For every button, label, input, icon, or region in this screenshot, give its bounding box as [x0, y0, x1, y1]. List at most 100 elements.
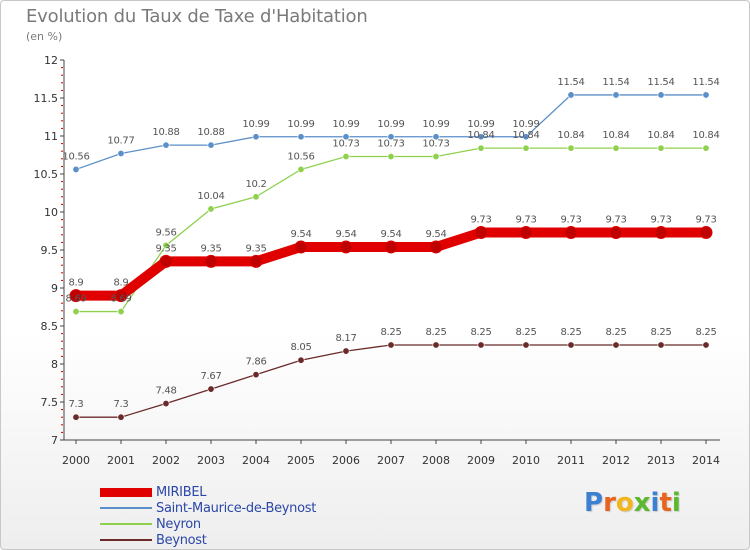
- legend-swatch: [100, 507, 152, 509]
- data-label: 8.25: [380, 327, 401, 338]
- data-point: [567, 91, 575, 99]
- data-label: 10.88: [197, 127, 224, 138]
- data-label: 9.35: [245, 243, 266, 254]
- data-point: [699, 226, 713, 240]
- legend-swatch: [100, 523, 152, 525]
- legend-label: Saint-Maurice-de-Beynost: [156, 500, 317, 516]
- x-tick-label: 2014: [692, 454, 720, 467]
- data-point: [657, 341, 665, 349]
- data-point: [702, 144, 710, 152]
- y-tick-label: 10.5: [34, 168, 59, 181]
- data-point: [204, 254, 218, 268]
- data-point: [249, 254, 263, 268]
- data-label: 10.99: [242, 119, 269, 130]
- data-label: 7.48: [155, 386, 176, 397]
- data-label: 10.99: [512, 119, 539, 130]
- data-point: [252, 193, 260, 201]
- x-tick-label: 2001: [107, 454, 135, 467]
- legend-item: Beynost: [100, 532, 316, 548]
- data-label: 9.56: [155, 227, 176, 238]
- proxiti-logo: Proxiti: [584, 488, 681, 518]
- data-label: 8.9: [68, 278, 83, 289]
- data-label: 8.25: [560, 327, 581, 338]
- data-point: [207, 385, 215, 393]
- data-point: [567, 341, 575, 349]
- data-point: [207, 141, 215, 149]
- data-point: [207, 205, 215, 213]
- data-label: 9.54: [335, 229, 356, 240]
- data-point: [702, 341, 710, 349]
- data-label: 9.73: [560, 215, 581, 226]
- data-point: [72, 308, 80, 316]
- x-tick-label: 2007: [377, 454, 405, 467]
- data-label: 8.25: [695, 327, 716, 338]
- data-point: [429, 240, 443, 254]
- x-tick-label: 2012: [602, 454, 630, 467]
- data-label: 10.04: [197, 191, 224, 202]
- data-point: [384, 240, 398, 254]
- data-label: 9.35: [155, 243, 176, 254]
- data-point: [294, 240, 308, 254]
- data-label: 10.77: [107, 135, 134, 146]
- data-point: [72, 165, 80, 173]
- data-point: [297, 356, 305, 364]
- data-label: 8.9: [113, 278, 128, 289]
- x-tick-label: 2008: [422, 454, 450, 467]
- data-label: 10.84: [692, 130, 719, 141]
- data-label: 10.73: [422, 139, 449, 150]
- data-point: [387, 341, 395, 349]
- data-point: [387, 133, 395, 141]
- series-line: [76, 344, 706, 418]
- y-tick-label: 11.5: [34, 92, 59, 105]
- data-label: 10.84: [602, 130, 629, 141]
- x-tick-label: 2010: [512, 454, 540, 467]
- data-label: 10.88: [152, 127, 179, 138]
- data-point: [117, 308, 125, 316]
- data-label: 11.54: [692, 77, 719, 88]
- data-point: [522, 341, 530, 349]
- data-label: 8.25: [515, 327, 536, 338]
- data-point: [297, 133, 305, 141]
- data-label: 7.67: [200, 371, 221, 382]
- chart-legend: MIRIBEL Saint-Maurice-de-Beynost Neyron Bey…: [100, 484, 316, 548]
- data-label: 9.35: [200, 243, 221, 254]
- data-point: [477, 133, 485, 141]
- data-point: [702, 91, 710, 99]
- legend-item: Saint-Maurice-de-Beynost: [100, 500, 316, 516]
- data-label: 10.73: [332, 139, 359, 150]
- data-label: 10.73: [377, 139, 404, 150]
- legend-label: Neyron: [156, 516, 201, 532]
- data-label: 10.2: [245, 179, 266, 190]
- legend-item: MIRIBEL: [100, 484, 316, 500]
- data-label: 8.25: [470, 327, 491, 338]
- data-label: 10.99: [467, 119, 494, 130]
- data-point: [657, 91, 665, 99]
- data-point: [612, 341, 620, 349]
- data-point: [432, 133, 440, 141]
- data-label: 10.84: [557, 130, 584, 141]
- data-label: 9.73: [695, 215, 716, 226]
- data-label: 9.73: [470, 215, 491, 226]
- data-point: [564, 226, 578, 240]
- data-point: [612, 91, 620, 99]
- x-tick-label: 2003: [197, 454, 225, 467]
- x-tick-label: 2011: [557, 454, 585, 467]
- y-tick-label: 10: [44, 206, 58, 219]
- legend-swatch: [100, 487, 152, 497]
- data-label: 11.54: [647, 77, 674, 88]
- x-tick-label: 2004: [242, 454, 270, 467]
- data-point: [69, 289, 83, 303]
- data-label: 10.99: [377, 119, 404, 130]
- data-point: [297, 165, 305, 173]
- data-point: [432, 153, 440, 161]
- data-point: [159, 254, 173, 268]
- data-point: [114, 289, 128, 303]
- data-point: [519, 226, 533, 240]
- x-tick-label: 2009: [467, 454, 495, 467]
- data-point: [252, 133, 260, 141]
- data-label: 8.17: [335, 333, 356, 344]
- data-point: [522, 133, 530, 141]
- data-point: [162, 141, 170, 149]
- data-label: 8.69: [65, 294, 86, 305]
